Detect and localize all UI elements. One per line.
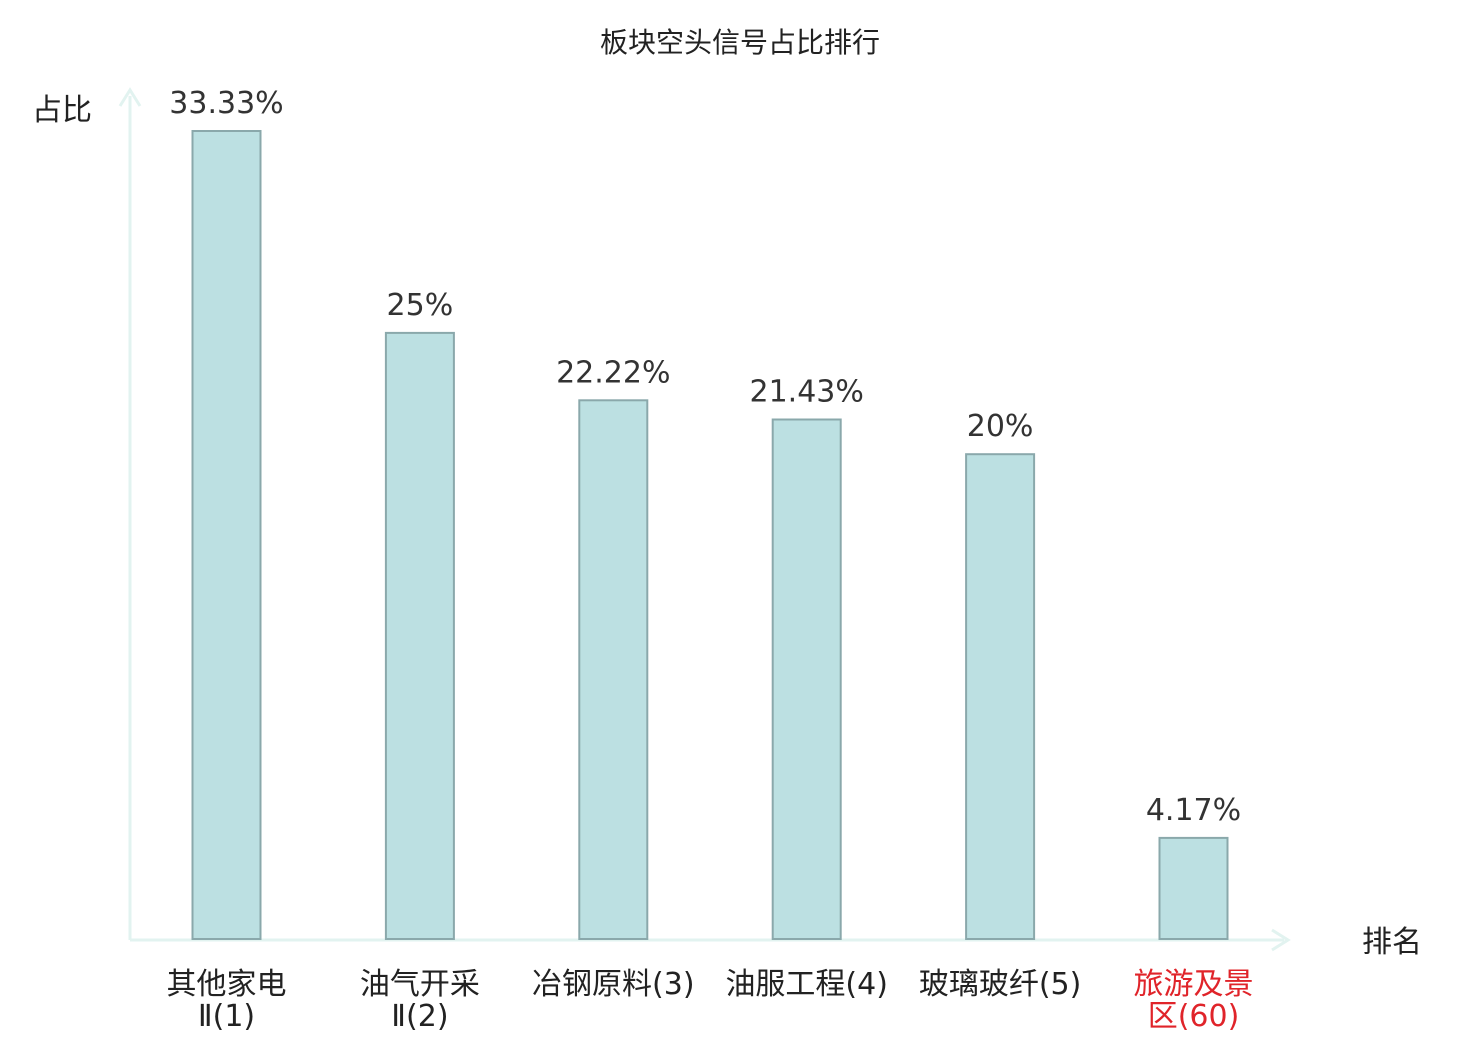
- bars-group: 33.33% 其他家电 Ⅱ(1) 25% 油气开采 Ⅱ(2) 22.22% 冶钢原料(3) 21…: [167, 86, 1254, 1034]
- x-axis-label: 排名: [1362, 925, 1422, 960]
- category-label-5: 玻璃玻纤(5): [919, 967, 1082, 1002]
- y-axis-arrow: [118, 87, 142, 107]
- category-label-2: 油气开采 Ⅱ(2): [360, 967, 480, 1034]
- category-label-1: 其他家电 Ⅱ(1): [167, 967, 287, 1034]
- bar-value-label-1: 33.33%: [169, 86, 283, 121]
- bar-value-label-4: 21.43%: [750, 375, 864, 410]
- bar-5: [965, 453, 1036, 940]
- bar-6: [1158, 836, 1229, 941]
- category-label-4: 油服工程(4): [725, 967, 888, 1002]
- bar-1: [191, 130, 262, 940]
- x-axis-arrow: [1271, 928, 1291, 952]
- chart-title: 板块空头信号占比排行: [600, 26, 880, 59]
- bar-4: [771, 418, 842, 940]
- bar-2: [384, 331, 455, 940]
- category-label-3: 冶钢原料(3): [532, 967, 695, 1002]
- y-axis-label: 占比: [32, 93, 92, 128]
- bar-value-label-6: 4.17%: [1146, 793, 1241, 828]
- category-label-6: 旅游及景区(60): [1134, 967, 1254, 1034]
- bar-value-label-2: 25%: [387, 288, 454, 323]
- bar-value-label-3: 22.22%: [556, 355, 670, 390]
- bar-3: [578, 399, 649, 940]
- bar-value-label-5: 20%: [967, 409, 1034, 444]
